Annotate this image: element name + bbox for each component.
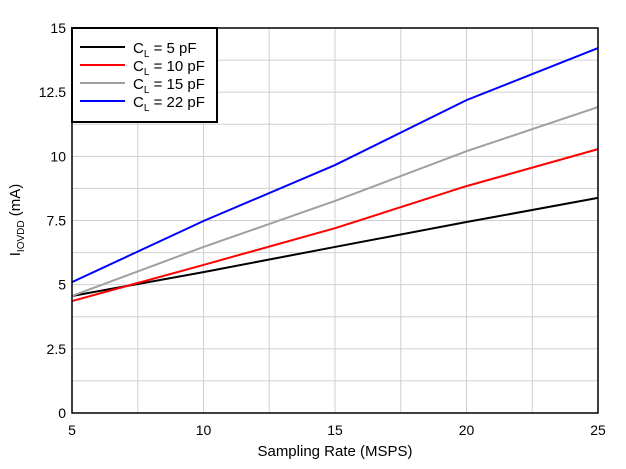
x-tick-label: 10 [196, 422, 212, 438]
legend-label: CL = 22 pF [133, 94, 205, 114]
x-tick-labels: 5 10 15 20 25 [68, 422, 606, 438]
y-tick-labels: 0 2.5 5 7.5 10 12.5 15 [39, 20, 66, 421]
legend-box [71, 27, 218, 123]
x-tick-label: 15 [327, 422, 343, 438]
x-axis-label: Sampling Rate (MSPS) [257, 443, 412, 460]
legend-label: CL = 15 pF [133, 76, 205, 96]
x-tick-label: 5 [68, 422, 76, 438]
plot-frame [71, 27, 599, 414]
legend-label: CL = 10 pF [133, 58, 205, 78]
y-tick-label: 0 [58, 405, 66, 421]
x-tick-label: 20 [459, 422, 475, 438]
series-lines [71, 47, 599, 303]
y-tick-label: 15 [50, 20, 66, 36]
y-tick-label: 7.5 [47, 213, 67, 229]
y-axis-label: IIOVDD (mA) [7, 184, 27, 257]
series-line-2 [71, 106, 599, 297]
series-line-0 [71, 196, 599, 297]
series-line-3 [71, 47, 599, 284]
y-tick-label: 2.5 [47, 341, 67, 357]
x-tick-label: 25 [590, 422, 606, 438]
y-tick-label: 5 [58, 277, 66, 293]
legend-label: CL = 5 pF [133, 40, 197, 60]
series-line-1 [71, 148, 599, 303]
y-tick-label: 10 [50, 148, 66, 164]
grid [72, 28, 598, 413]
y-tick-label: 12.5 [39, 84, 66, 100]
